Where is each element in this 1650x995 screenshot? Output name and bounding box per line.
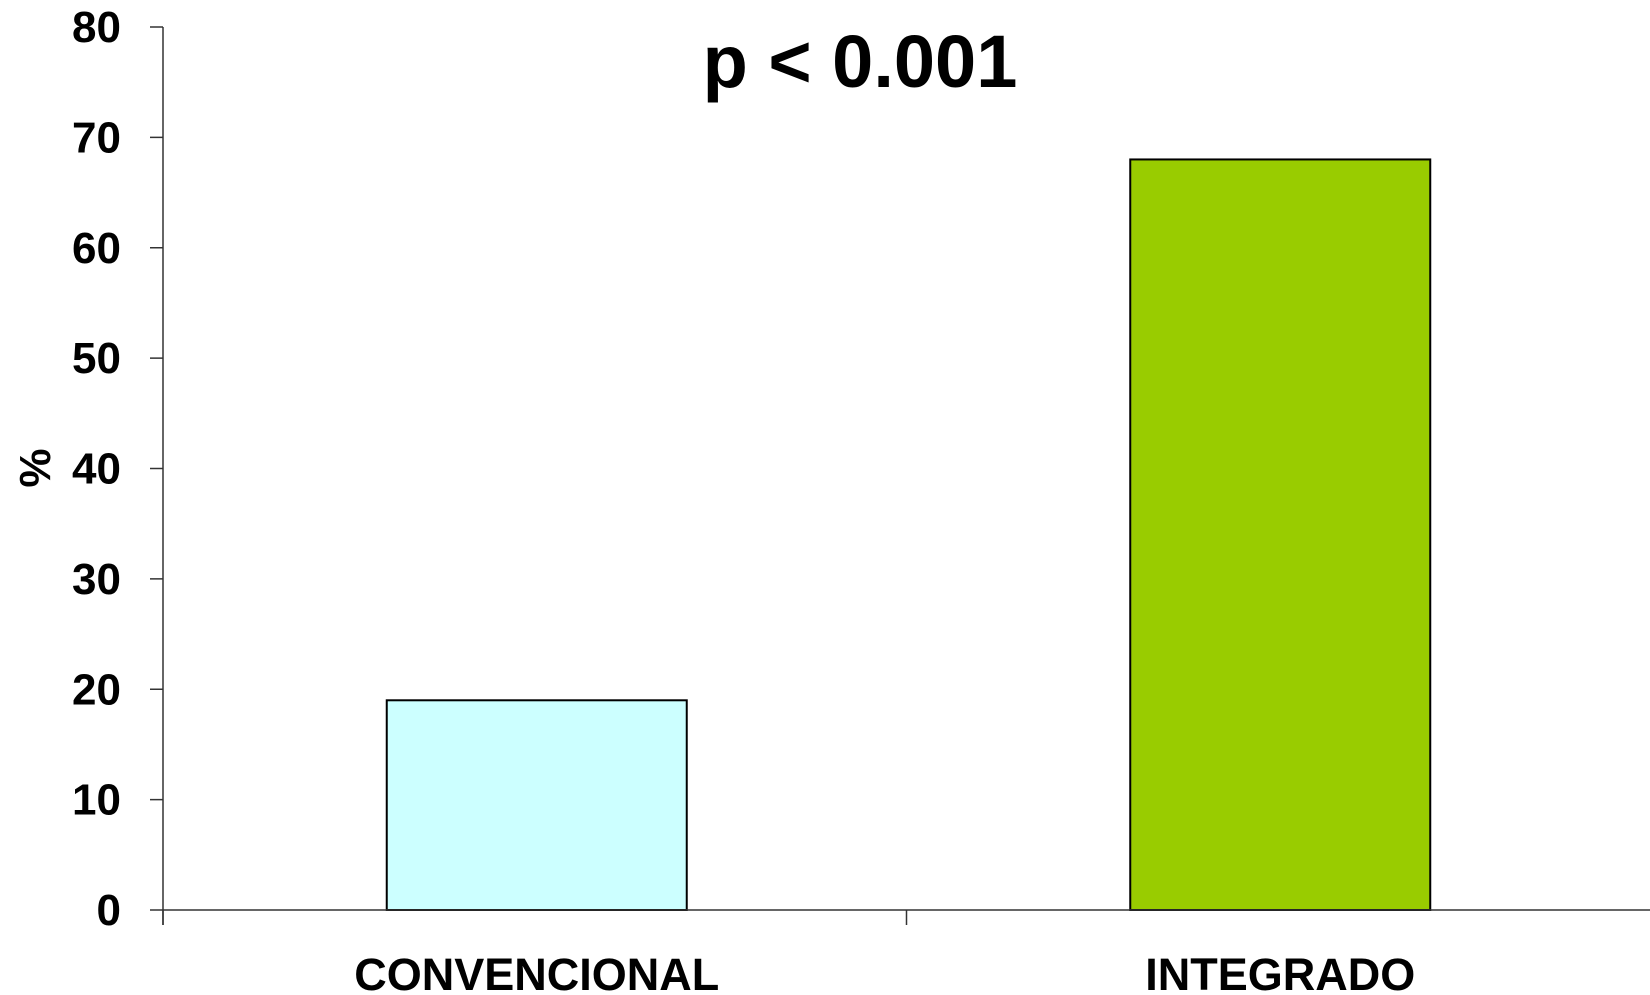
y-axis-label: %	[11, 448, 60, 487]
y-tick-label: 20	[72, 665, 121, 714]
x-category-label: INTEGRADO	[1145, 949, 1415, 995]
y-tick-label: 70	[72, 113, 121, 162]
y-tick-label: 60	[72, 224, 121, 273]
y-tick-label: 50	[72, 334, 121, 383]
x-category-label: CONVENCIONAL	[354, 949, 719, 995]
y-tick-label: 80	[72, 3, 121, 52]
y-tick-label: 30	[72, 555, 121, 604]
y-ticks-group: 0 10 20 30 40 50 60 70 80	[72, 3, 163, 935]
bars-group	[385, 158, 1432, 911]
y-tick-label: 40	[72, 445, 121, 494]
bar-integrado	[1129, 158, 1432, 911]
y-tick-label: 0	[97, 886, 121, 935]
x-ticks-group: CONVENCIONAL INTEGRADO	[162, 910, 1415, 995]
p-value-annotation: p < 0.001	[703, 20, 1018, 103]
bar-convencional	[385, 699, 688, 911]
y-tick-label: 10	[72, 776, 121, 825]
